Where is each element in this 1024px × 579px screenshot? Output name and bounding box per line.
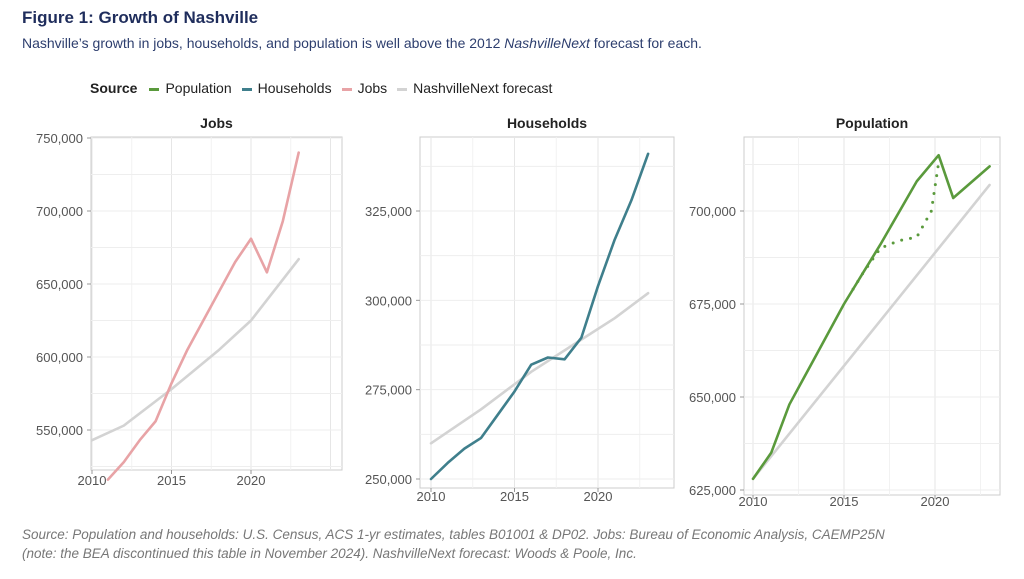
x-tick-label: 2010	[417, 489, 446, 504]
y-tick-label: 700,000	[36, 204, 83, 219]
y-tick-label: 275,000	[365, 383, 412, 398]
panel-title: Jobs	[200, 115, 233, 131]
y-tick-label: 650,000	[689, 390, 736, 405]
y-tick-label: 300,000	[365, 293, 412, 308]
y-tick-label: 600,000	[36, 350, 83, 365]
x-tick-label: 2010	[78, 473, 107, 488]
series-line-nashvillenext-forecast	[751, 183, 991, 481]
y-tick-label: 625,000	[689, 483, 736, 498]
y-tick-label: 675,000	[689, 297, 736, 312]
subtitle-text: Nashville’s growth in jobs, households, …	[22, 35, 505, 51]
legend-label: Population	[165, 80, 232, 96]
legend-item: Households	[241, 80, 332, 96]
x-tick-label: 2020	[237, 473, 266, 488]
subtitle-text-end: forecast for each.	[589, 35, 702, 51]
series-line-nashvillenext-forecast	[90, 257, 301, 442]
legend: Source Population Households Jobs Nashvi…	[90, 80, 552, 96]
x-tick-label: 2015	[830, 494, 859, 509]
legend-key	[397, 87, 408, 91]
series-line-population	[751, 153, 991, 481]
series-line-nashvillenext-forecast	[429, 291, 650, 445]
legend-label: Households	[257, 80, 332, 96]
panel-frame	[419, 136, 675, 489]
y-tick-label: 250,000	[365, 472, 412, 487]
legend-item: Jobs	[341, 80, 388, 96]
panel-title: Population	[836, 115, 908, 131]
x-tick-label: 2010	[739, 494, 768, 509]
series-line-households	[429, 152, 650, 481]
legend-title: Source	[90, 80, 138, 96]
figure-title: Figure 1: Growth of Nashville	[22, 8, 259, 27]
source-note: Source: Population and households: U.S. …	[22, 525, 885, 563]
x-tick-label: 2020	[584, 489, 613, 504]
figure-subtitle: Nashville’s growth in jobs, households, …	[22, 35, 702, 51]
panel-title: Households	[507, 115, 587, 131]
source-line: Source: Population and households: U.S. …	[22, 527, 885, 542]
series-line-jobs	[106, 151, 301, 481]
y-tick-label: 650,000	[36, 277, 83, 292]
x-tick-label: 2015	[500, 489, 529, 504]
y-tick-label: 550,000	[36, 423, 83, 438]
panel-frame	[90, 136, 343, 471]
legend-key	[241, 87, 252, 91]
legend-label: Jobs	[357, 80, 388, 96]
legend-key	[149, 87, 160, 91]
y-tick-label: 750,000	[36, 131, 83, 146]
legend-item: NashvilleNext forecast	[397, 80, 552, 96]
y-tick-label: 700,000	[689, 204, 736, 219]
legend-item: Population	[149, 80, 232, 96]
y-tick-label: 325,000	[365, 204, 412, 219]
legend-key	[341, 87, 352, 91]
x-tick-label: 2015	[157, 473, 186, 488]
legend-label: NashvilleNext forecast	[413, 80, 553, 96]
subtitle-em: NashvilleNext	[504, 35, 590, 51]
x-tick-label: 2020	[921, 494, 950, 509]
source-line: (note: the BEA discontinued this table i…	[22, 546, 637, 561]
